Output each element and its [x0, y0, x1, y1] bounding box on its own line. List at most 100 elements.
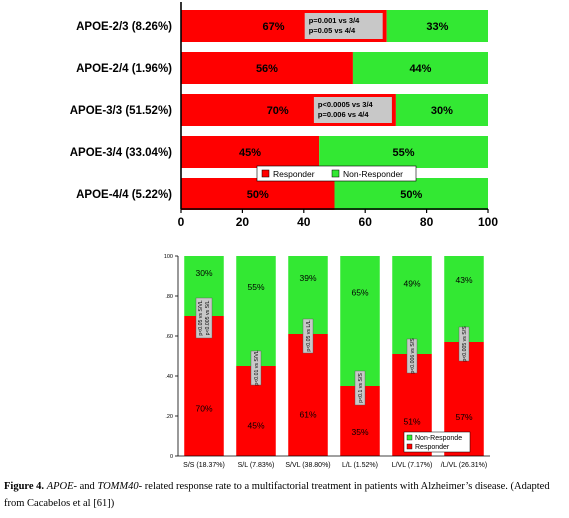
x-tick-label: 60: [359, 215, 373, 229]
p-value-box: [313, 97, 392, 123]
legend-label-responder: Responder: [273, 169, 315, 179]
non-responder-value-label: 55%: [393, 147, 415, 159]
category-label: S/VL (38.80%): [285, 462, 330, 469]
x-tick-label: 0: [178, 215, 185, 229]
p-value-box: [458, 326, 470, 362]
responder-value-label: 45%: [247, 420, 264, 430]
p-value-annotation: p<0.1 vs S/S: [354, 370, 366, 406]
caption-text-b: - related response rate to a multifactor…: [4, 481, 550, 509]
non-responder-value-label: 43%: [455, 275, 472, 285]
responder-value-label: 45%: [239, 147, 261, 159]
caption-text-a: - and: [73, 481, 98, 492]
y-tick-label: 0: [170, 454, 173, 460]
category-label: /L/VL (26.31%): [441, 462, 487, 469]
category-label: APOE-4/4 (5.22%): [76, 189, 172, 201]
p-value-box: [354, 370, 366, 406]
category-label: L/L (1.52%): [342, 462, 378, 469]
responder-value-label: 35%: [351, 427, 368, 437]
p-value-annotation: p<0.05 vs L/L: [302, 318, 314, 354]
p-value-box: [406, 338, 418, 374]
p-value-text: p<0.0005 vs 3/4: [318, 100, 374, 109]
x-tick-label: 100: [478, 215, 498, 229]
p-value-annotation: p<0.05 vs S/VL p<0.005 vs S/L: [195, 297, 213, 339]
non-responder-value-label: 49%: [403, 278, 420, 288]
y-tick-label: .40: [165, 374, 173, 380]
responder-value-label: 51%: [403, 416, 420, 426]
responder-bar: [181, 178, 335, 210]
figure-caption: Figure 4. APOE- and TOMM40- related resp…: [4, 478, 565, 512]
non-responder-value-label: 33%: [426, 21, 448, 33]
legend-swatch-responder: [261, 169, 270, 178]
responder-value-label: 50%: [247, 189, 269, 201]
category-label: S/L (7.83%): [238, 462, 275, 469]
p-value-box: [250, 350, 262, 386]
non-responder-bar: [386, 10, 488, 42]
p-value-annotation: p<0.006 vs S/S: [406, 338, 418, 374]
responder-bar: [184, 316, 224, 456]
p-value-text: p=0.05 vs 4/4: [309, 26, 356, 35]
p-value-annotation: p<0.01 vs S/VL: [250, 350, 262, 386]
non-responder-bar: [319, 136, 488, 168]
non-responder-value-label: 55%: [247, 282, 264, 292]
y-tick-label: .60: [165, 334, 173, 340]
legend-label-responder: Responder: [415, 444, 450, 451]
non-responder-value-label: 39%: [299, 273, 316, 283]
p-value-annotation: p<0.005 vs S/S: [458, 326, 470, 362]
tomm40-response-chart: 0 .20 .40 .60 .80 100 70% 30% S/S (18.37%) 45% 55%…: [164, 254, 490, 469]
legend-swatch-responder: [406, 443, 413, 450]
x-tick-label: 80: [420, 215, 434, 229]
p-value-text: p<0.005 vs S/S: [462, 326, 468, 362]
caption-gene-tomm40: TOMM40: [97, 481, 139, 492]
non-responder-value-label: 65%: [351, 287, 368, 297]
p-value-text: p<0.005 vs S/L: [205, 301, 211, 336]
non-responder-value-label: 44%: [409, 63, 431, 75]
responder-value-label: 70%: [267, 105, 289, 117]
legend-swatch-non-responder: [406, 434, 413, 441]
responder-value-label: 56%: [256, 63, 278, 75]
non-responder-bar: [334, 178, 488, 210]
category-label: APOE-3/4 (33.04%): [70, 147, 172, 159]
non-responder-value-label: 30%: [195, 268, 212, 278]
legend-label-non-responder: Non-Responde: [415, 435, 462, 442]
p-value-box: [195, 297, 213, 339]
p-value-text: p=0.006 vs 4/4: [318, 110, 369, 119]
p-value-text: p<0.05 vs S/VL: [198, 300, 204, 335]
x-tick-label: 20: [236, 215, 250, 229]
legend-label-non-responder: Non-Responder: [343, 169, 403, 179]
legend-box: [403, 431, 471, 453]
category-label: L/VL (7.17%): [392, 462, 433, 469]
p-value-box: [304, 13, 383, 39]
figure-canvas: APOE-2/3 (8.26%) 67% 33% APOE-2/4 (1.96%) 56…: [70, 2, 498, 469]
non-responder-bar: [352, 52, 488, 84]
non-responder-bar: [392, 256, 432, 354]
p-value-text: p<0.1 vs S/S: [358, 373, 364, 403]
caption-gene-apoe: APOE: [46, 481, 74, 492]
y-tick-label: .20: [165, 414, 173, 420]
non-responder-bar: [236, 256, 276, 366]
non-responder-value-label: 50%: [400, 189, 422, 201]
y-tick-label: .80: [165, 294, 173, 300]
responder-value-label: 70%: [195, 403, 212, 413]
category-label: S/S (18.37%): [183, 462, 225, 469]
x-tick-label: 40: [297, 215, 311, 229]
responder-value-label: 61%: [299, 410, 316, 420]
y-tick-label: 100: [164, 254, 173, 260]
p-value-text: p<0.006 vs S/S: [410, 338, 416, 374]
non-responder-bar: [340, 256, 380, 386]
responder-bar: [288, 334, 328, 456]
p-value-box: [302, 318, 314, 354]
category-label: APOE-2/4 (1.96%): [76, 63, 172, 75]
apoe-response-chart: APOE-2/3 (8.26%) 67% 33% APOE-2/4 (1.96%) 56…: [70, 2, 498, 229]
non-responder-bar: [395, 94, 488, 126]
p-value-text: p=0.001 vs 3/4: [309, 16, 360, 25]
category-label: APOE-2/3 (8.26%): [76, 21, 172, 33]
responder-value-label: 67%: [263, 21, 285, 33]
caption-label: Figure 4.: [4, 481, 45, 492]
responder-bar: [181, 52, 353, 84]
legend-swatch-non-responder: [331, 169, 340, 178]
responder-bar: [181, 136, 320, 168]
responder-value-label: 57%: [455, 412, 472, 422]
p-value-text: p<0.01 vs S/VL: [254, 350, 260, 385]
non-responder-value-label: 30%: [431, 105, 453, 117]
category-label: APOE-3/3 (51.52%): [70, 105, 172, 117]
